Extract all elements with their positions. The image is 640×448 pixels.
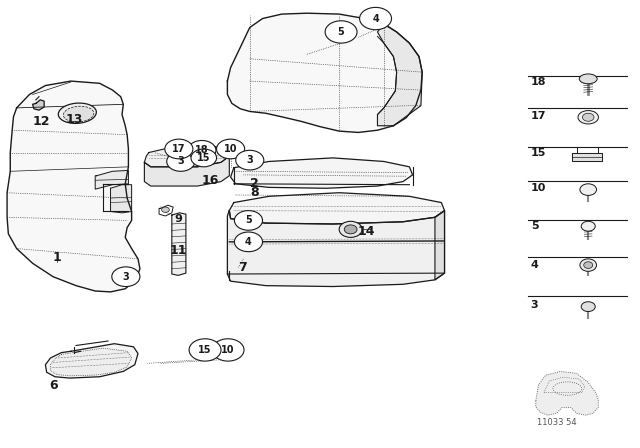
Text: 10: 10 <box>221 345 235 355</box>
Circle shape <box>167 152 195 171</box>
Polygon shape <box>227 211 445 287</box>
Text: 10: 10 <box>531 183 546 193</box>
Circle shape <box>191 149 216 167</box>
Text: 11: 11 <box>170 244 187 257</box>
Text: 14: 14 <box>357 225 375 238</box>
Ellipse shape <box>580 184 596 195</box>
Text: 7: 7 <box>237 261 246 274</box>
Ellipse shape <box>58 103 97 123</box>
Circle shape <box>189 339 221 361</box>
Circle shape <box>165 139 193 159</box>
Text: 3: 3 <box>246 155 253 165</box>
Text: 18: 18 <box>531 77 547 87</box>
Text: 2: 2 <box>250 177 259 190</box>
Circle shape <box>360 8 392 30</box>
Ellipse shape <box>579 74 597 84</box>
Circle shape <box>325 21 357 43</box>
Circle shape <box>216 139 244 159</box>
Text: 1: 1 <box>52 251 61 264</box>
Text: 3: 3 <box>122 271 129 282</box>
Polygon shape <box>230 158 413 188</box>
Circle shape <box>234 211 262 230</box>
Text: 3: 3 <box>177 156 184 167</box>
Polygon shape <box>435 211 445 280</box>
Ellipse shape <box>578 111 598 124</box>
Text: 8: 8 <box>250 186 259 199</box>
Polygon shape <box>7 81 140 292</box>
Text: 3: 3 <box>531 300 538 310</box>
Polygon shape <box>536 371 598 415</box>
Text: 13: 13 <box>65 112 83 125</box>
Text: 11033 54: 11033 54 <box>537 418 577 427</box>
Polygon shape <box>229 193 445 224</box>
Circle shape <box>112 267 140 287</box>
Text: 5: 5 <box>531 221 538 231</box>
Text: 17: 17 <box>172 144 186 154</box>
Polygon shape <box>45 344 138 378</box>
Text: 4: 4 <box>245 237 252 247</box>
Polygon shape <box>111 185 132 213</box>
Polygon shape <box>145 145 229 167</box>
Ellipse shape <box>581 302 595 311</box>
Polygon shape <box>378 24 422 126</box>
Text: 10: 10 <box>224 144 237 154</box>
Text: 17: 17 <box>531 111 547 121</box>
Circle shape <box>344 225 357 234</box>
Ellipse shape <box>63 106 94 122</box>
Circle shape <box>339 221 362 237</box>
Ellipse shape <box>581 221 595 231</box>
Text: 4: 4 <box>531 260 539 270</box>
Polygon shape <box>51 348 132 376</box>
Text: 4: 4 <box>372 13 379 24</box>
Text: 16: 16 <box>202 174 219 187</box>
Polygon shape <box>227 13 422 133</box>
Polygon shape <box>172 213 186 276</box>
Polygon shape <box>33 100 44 110</box>
Circle shape <box>236 151 264 170</box>
Ellipse shape <box>584 262 593 268</box>
Circle shape <box>162 207 170 212</box>
Text: 9: 9 <box>174 214 182 224</box>
Ellipse shape <box>582 113 594 121</box>
Polygon shape <box>145 156 229 186</box>
Text: 18: 18 <box>195 145 209 155</box>
Text: 6: 6 <box>49 379 58 392</box>
Text: 15: 15 <box>198 345 212 355</box>
Text: 15: 15 <box>197 153 211 163</box>
Circle shape <box>212 339 244 361</box>
Text: 15: 15 <box>531 148 546 159</box>
Polygon shape <box>572 152 602 161</box>
Circle shape <box>234 232 262 252</box>
Text: 5: 5 <box>245 215 252 225</box>
Text: 12: 12 <box>32 115 50 128</box>
Polygon shape <box>95 170 129 189</box>
Circle shape <box>188 141 216 160</box>
Ellipse shape <box>580 259 596 271</box>
Text: 5: 5 <box>338 27 344 37</box>
